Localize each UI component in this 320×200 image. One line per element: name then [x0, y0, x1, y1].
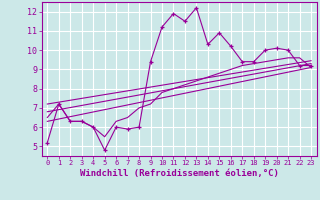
- X-axis label: Windchill (Refroidissement éolien,°C): Windchill (Refroidissement éolien,°C): [80, 169, 279, 178]
